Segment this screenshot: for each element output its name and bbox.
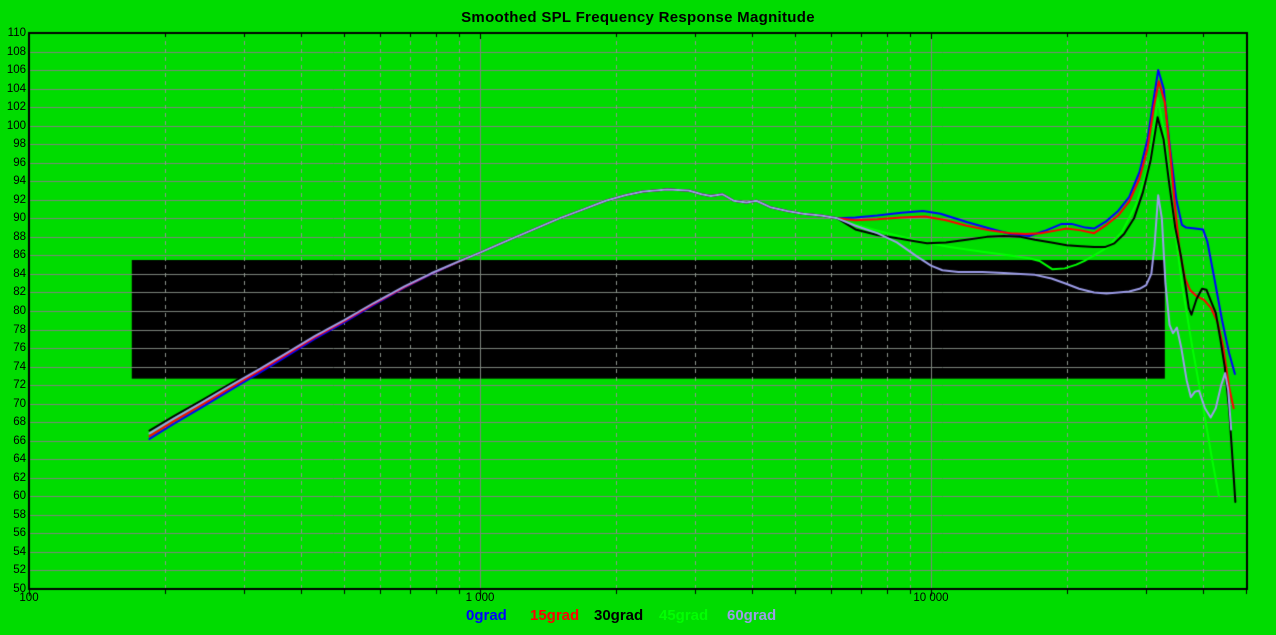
y-tick-label: 108 [6,45,26,58]
y-tick-label: 80 [13,305,26,317]
y-tick-label: 104 [6,82,26,95]
y-tick-label: 64 [13,453,26,466]
legend-item-15grad: 15grad [530,607,580,624]
y-tick-label: 100 [6,119,26,132]
legend-item-0grad: 0grad [466,607,507,624]
y-tick-label: 72 [13,379,26,392]
y-tick-label: 60 [13,490,26,503]
x-tick-label: 10 000 [913,592,949,604]
y-tick-label: 102 [6,101,26,114]
y-tick-label: 56 [13,527,26,540]
y-tick-label: 92 [13,193,26,206]
x-tick-label: 1 000 [465,592,495,604]
y-tick-label: 76 [13,342,26,355]
y-tick-label: 70 [13,397,26,410]
y-tick-label: 54 [13,545,26,558]
y-tick-label: 94 [13,175,26,188]
y-tick-label: 52 [13,564,26,577]
y-tick-label: 110 [7,27,26,39]
y-tick-label: 74 [13,360,26,373]
chart-title: Smoothed SPL Frequency Response Magnitud… [461,9,815,26]
x-tick-label: 100 [19,592,39,604]
y-tick-label: 68 [13,416,26,429]
y-tick-label: 66 [13,434,26,447]
y-tick-label: 58 [13,508,26,521]
legend-item-60grad: 60grad [727,607,777,624]
y-tick-label: 82 [13,286,26,299]
y-tick-label: 90 [13,212,26,225]
legend-item-45grad: 45grad [659,607,709,624]
legend-item-30grad: 30grad [594,607,644,624]
y-tick-label: 98 [13,138,26,151]
y-tick-label: 78 [13,323,26,336]
y-tick-label: 62 [13,471,26,484]
y-tick-label: 86 [13,249,26,262]
y-tick-label: 106 [6,64,26,77]
y-tick-label: 96 [13,156,26,169]
y-tick-label: 88 [13,230,26,243]
y-tick-label: 50 [13,583,26,595]
y-tick-label: 84 [13,267,26,280]
